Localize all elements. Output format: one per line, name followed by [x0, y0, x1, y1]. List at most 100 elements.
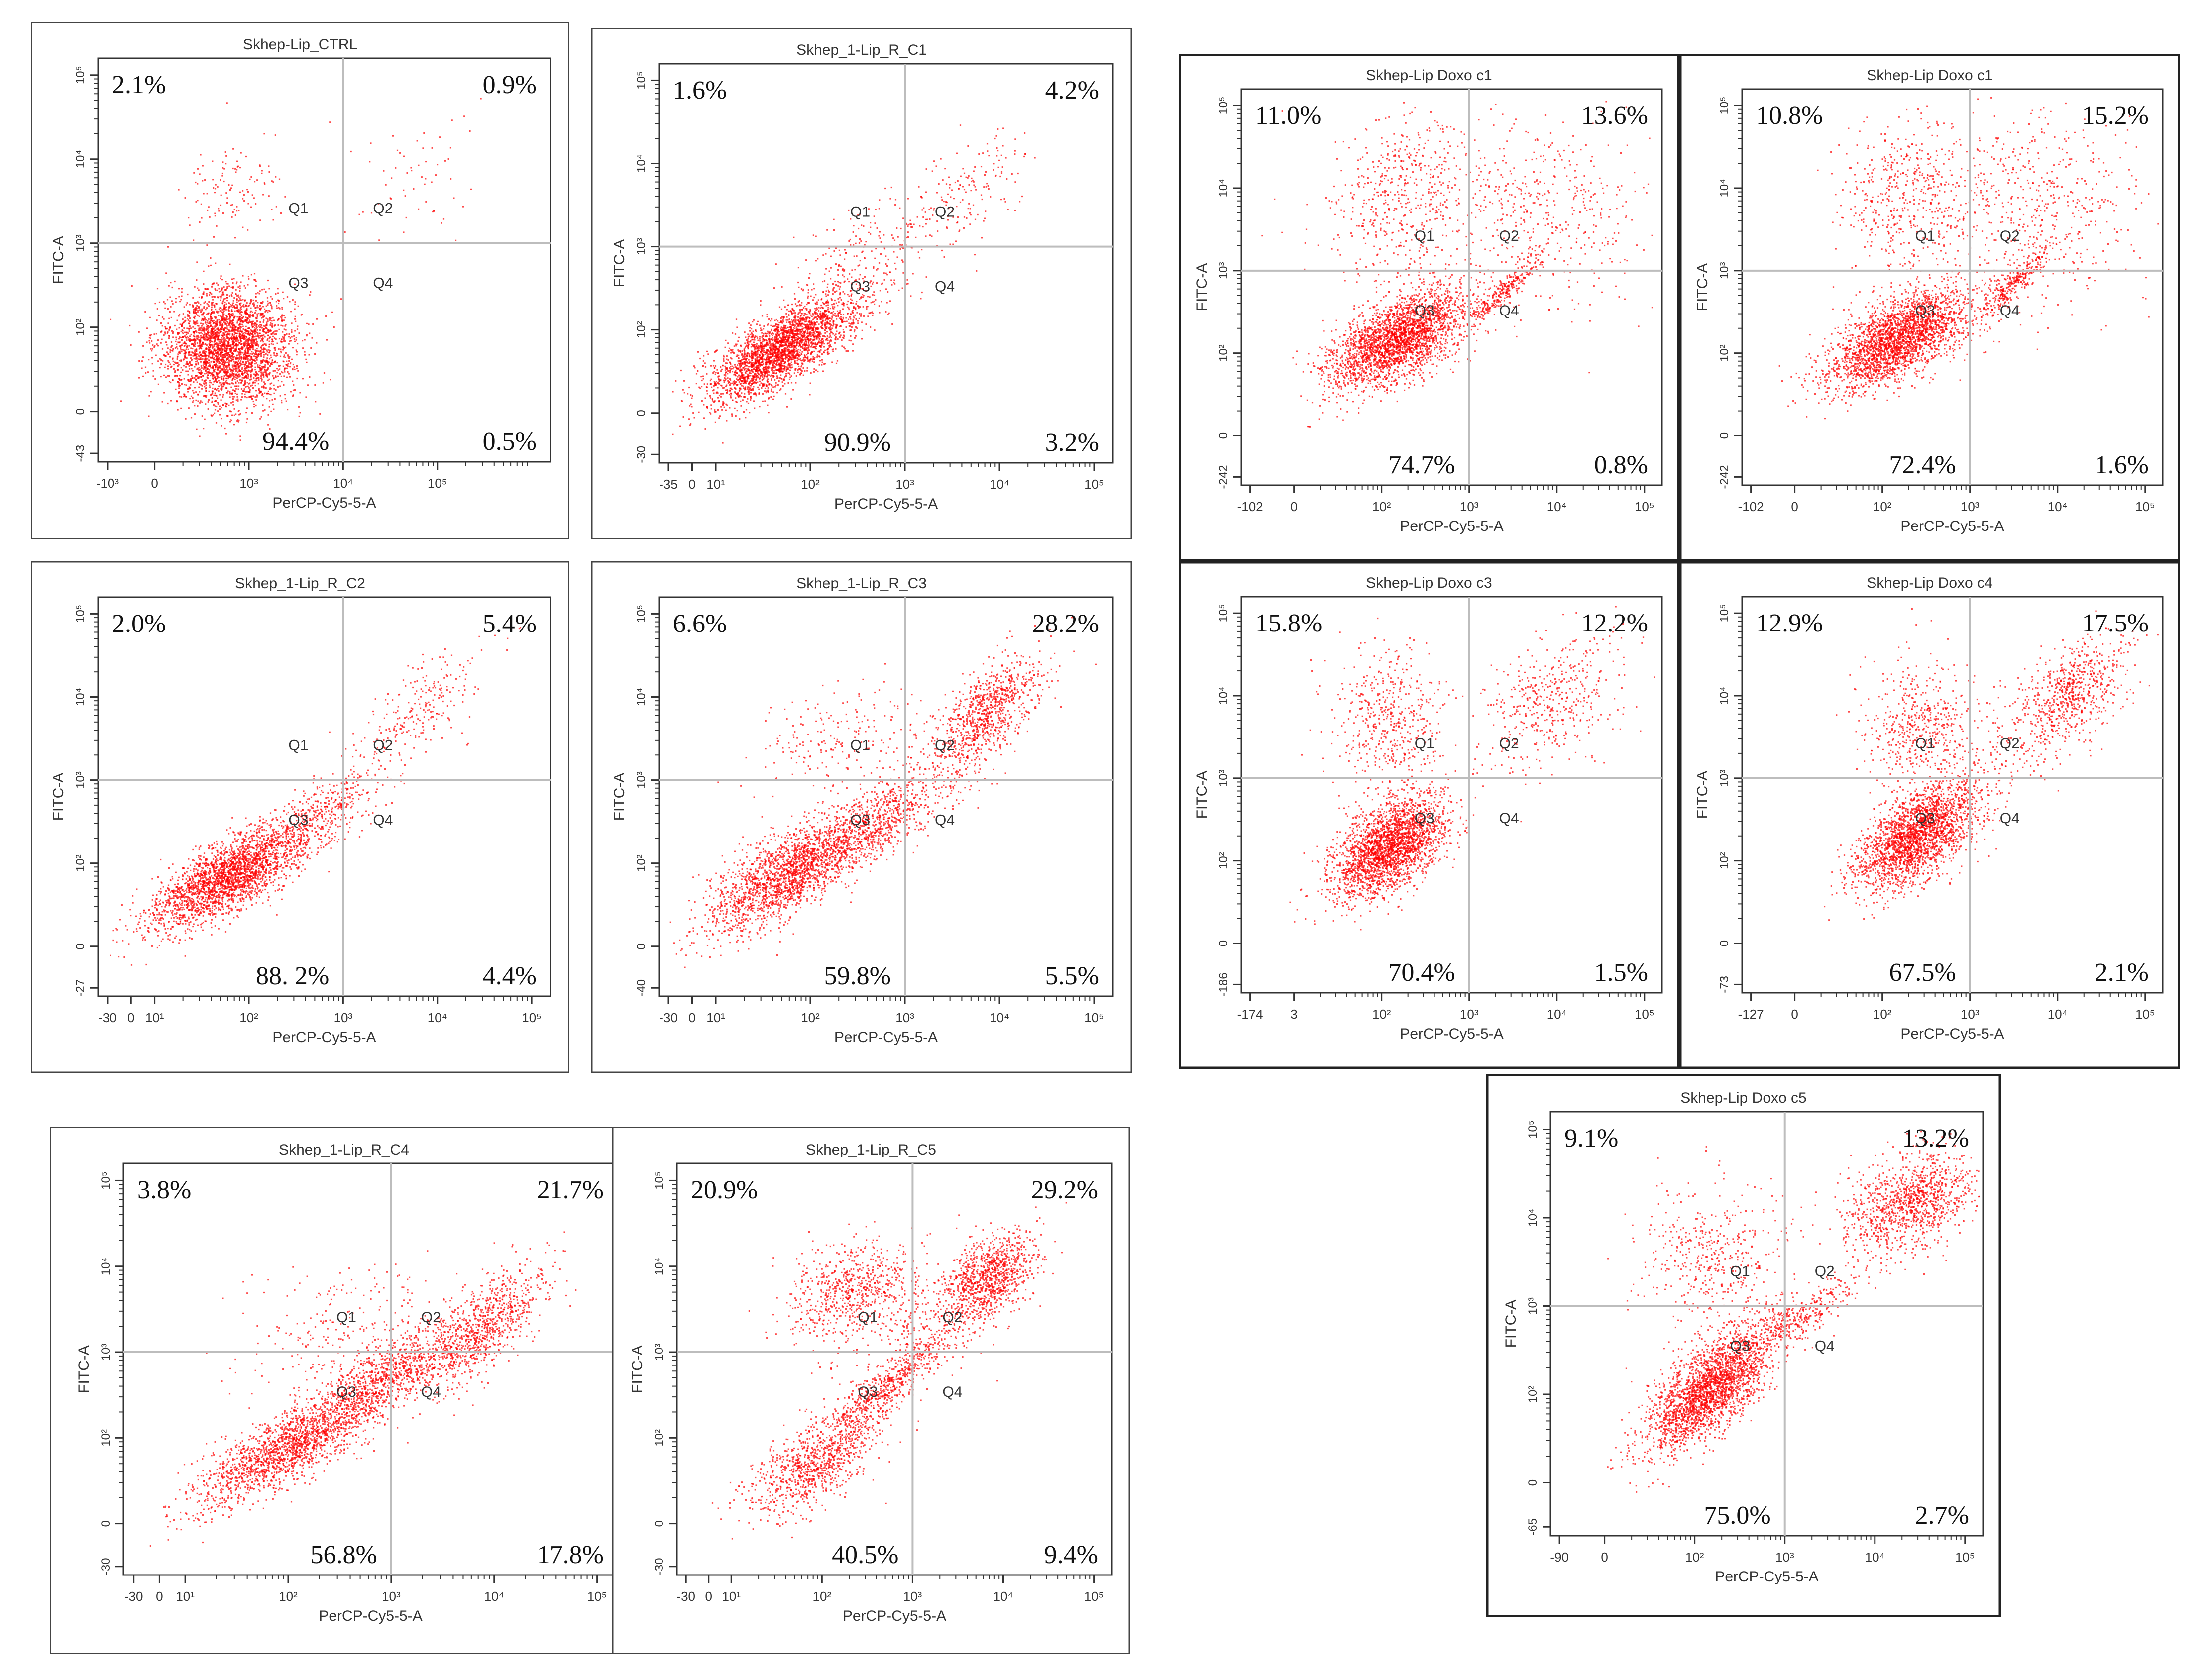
flow-plot-c1: Skhep_1-Lip_R_C1 Q1 Q2 Q3 Q4 1.6% 4.2% 90.9% 3.2…	[591, 28, 1132, 539]
quadrant-pct-q3: 88. 2%	[256, 962, 329, 990]
y-tick-label: -30	[635, 446, 648, 463]
x-tick-label: 0	[705, 1589, 712, 1604]
plot-area	[1240, 596, 1663, 994]
quadrant-pct-q3: 70.4%	[1388, 958, 1455, 987]
y-tick-label: 10²	[635, 854, 648, 872]
y-tick-label: 10⁴	[1217, 179, 1230, 197]
y-tick-label: -242	[1217, 465, 1230, 489]
y-axis-label: FITC-A	[629, 1345, 646, 1393]
quadrant-pct-q4: 17.8%	[537, 1541, 604, 1569]
x-tick-label: 10³	[895, 477, 914, 492]
y-tick-label: 10⁴	[635, 154, 648, 173]
y-tick-label: 0	[1718, 432, 1731, 439]
x-tick-label: 10³	[895, 1010, 914, 1025]
x-tick-label: 10⁵	[2135, 1007, 2155, 1022]
x-tick-label: -174	[1237, 1007, 1263, 1022]
flow-plot-c3: Skhep_1-Lip_R_C3 Q1 Q2 Q3 Q4 6.6% 28.2% 59.8% 5.…	[591, 561, 1132, 1073]
y-tick-label: 10³	[74, 771, 87, 789]
x-tick-label: 0	[1791, 499, 1798, 514]
flow-plot-d4: Skhep-Lip Doxo c4 Q1 Q2 Q3 Q4 12.9% 17.5% 67.5%…	[1679, 561, 2180, 1069]
x-tick-label: 10⁵	[522, 1010, 542, 1025]
x-tick-label: 10¹	[176, 1589, 195, 1604]
y-tick-label: 0	[635, 410, 648, 416]
event-dots	[672, 124, 1036, 444]
quadrant-pct-q1: 2.1%	[112, 71, 166, 99]
quadrant-pct-q4: 4.4%	[483, 962, 537, 990]
y-tick-label: 10²	[635, 321, 648, 338]
x-tick-label: 10⁴	[333, 476, 353, 491]
y-tick-label: 10³	[1718, 769, 1731, 787]
y-tick-label: -242	[1718, 465, 1731, 489]
y-tick-label: 10²	[1718, 344, 1731, 362]
y-tick-label: 10³	[635, 238, 648, 255]
plot-area	[658, 596, 1114, 997]
quadrant-label-q4: Q4	[2000, 303, 2020, 319]
x-tick-label: 10²	[279, 1589, 298, 1604]
quadrant-pct-q4: 1.6%	[2095, 451, 2149, 479]
panel-frame	[591, 561, 1132, 1073]
x-tick-label: 10²	[801, 477, 820, 492]
quadrant-label-q3: Q3	[850, 812, 870, 829]
x-tick-label: 0	[688, 1010, 695, 1025]
x-tick-label: -102	[1237, 499, 1263, 514]
quadrant-label-q3: Q3	[1730, 1338, 1750, 1355]
quadrant-pct-q1: 1.6%	[673, 76, 727, 105]
plot-area	[676, 1162, 1113, 1576]
quadrant-pct-q2: 17.5%	[2082, 609, 2149, 637]
flow-plot-c4: Skhep_1-Lip_R_C4 Q1 Q2 Q3 Q4 3.8% 21.7% 56.8% 17…	[50, 1127, 638, 1654]
plot-area	[1741, 596, 2164, 994]
y-axis-label: FITC-A	[76, 1345, 92, 1393]
x-tick-label: -30	[676, 1589, 695, 1604]
x-tick-label: 10⁵	[1084, 1010, 1104, 1025]
quadrant-pct-q4: 2.1%	[2095, 958, 2149, 987]
x-tick-label: -30	[659, 1010, 678, 1025]
quadrant-label-q2: Q2	[373, 737, 393, 754]
quadrant-pct-q1: 12.9%	[1756, 609, 1823, 637]
plot-title: Skhep-Lip Doxo c5	[1680, 1090, 1806, 1106]
y-tick-label: 10⁴	[635, 688, 648, 706]
x-tick-label: 10⁴	[990, 1010, 1009, 1025]
quadrant-pct-q2: 5.4%	[483, 610, 537, 638]
quadrant-pct-q1: 3.8%	[137, 1176, 191, 1204]
y-tick-label: 0	[1526, 1479, 1540, 1486]
quadrant-label-q4: Q4	[2000, 810, 2020, 827]
x-tick-label: 10⁵	[428, 476, 447, 491]
y-tick-label: -65	[1526, 1518, 1540, 1536]
quadrant-label-q4: Q4	[935, 812, 955, 829]
x-tick-label: 10⁵	[587, 1589, 607, 1604]
quadrant-label-q4: Q4	[935, 279, 955, 295]
x-axis-label: PerCP-Cy5-5-A	[843, 1608, 946, 1624]
y-axis-label: FITC-A	[1694, 771, 1711, 819]
x-tick-label: 10³	[334, 1010, 353, 1025]
y-axis-label: FITC-A	[1503, 1300, 1519, 1348]
quadrant-pct-q3: 67.5%	[1889, 958, 1956, 987]
y-tick-label: 0	[635, 943, 648, 949]
y-tick-label: 10²	[1526, 1386, 1540, 1403]
x-tick-label: 0	[1290, 499, 1297, 514]
x-tick-label: 10⁴	[428, 1010, 447, 1025]
quadrant-label-q2: Q2	[373, 201, 393, 217]
plot-area	[1741, 88, 2164, 486]
x-tick-label: 10³	[382, 1589, 401, 1604]
quadrant-label-q2: Q2	[421, 1309, 441, 1326]
quadrant-pct-q1: 20.9%	[691, 1176, 758, 1204]
quadrant-label-q3: Q3	[1415, 303, 1434, 319]
event-dots	[149, 1231, 577, 1547]
quadrant-pct-q1: 15.8%	[1255, 609, 1322, 637]
y-tick-label: 0	[74, 943, 87, 949]
x-axis-label: PerCP-Cy5-5-A	[1715, 1569, 1818, 1585]
event-dots	[711, 1202, 1067, 1540]
x-tick-label: 10²	[1873, 1007, 1892, 1022]
y-tick-label: 10⁵	[99, 1171, 112, 1190]
x-tick-label: 0	[127, 1010, 134, 1025]
plot-title: Skhep-Lip_CTRL	[243, 36, 357, 53]
quadrant-label-q2: Q2	[942, 1309, 962, 1326]
quadrant-label-q4: Q4	[373, 812, 393, 829]
plot-title: Skhep-Lip Doxo c1	[1366, 67, 1492, 84]
plot-area	[658, 63, 1114, 464]
plot-title: Skhep_1-Lip_R_C4	[279, 1142, 409, 1158]
plot-title: Skhep_1-Lip_R_C3	[796, 575, 927, 592]
quadrant-label-q1: Q1	[288, 201, 308, 217]
y-tick-label: 10²	[1217, 852, 1230, 869]
quadrant-pct-q1: 11.0%	[1255, 102, 1321, 130]
